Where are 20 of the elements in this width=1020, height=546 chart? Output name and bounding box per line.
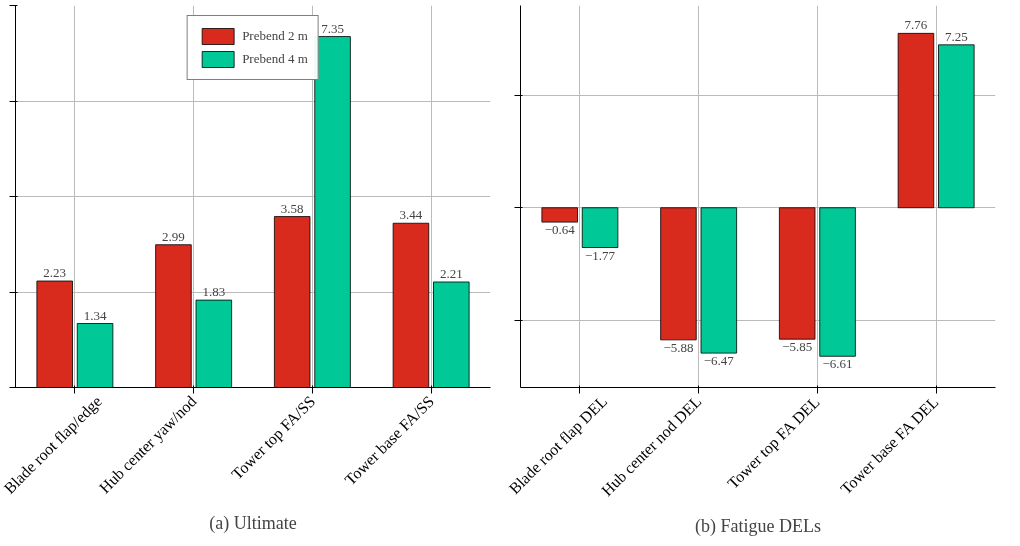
data-label: 1.34 [83, 307, 107, 323]
data-label: 1.83 [202, 284, 226, 300]
legend-label: Prebend 4 m [242, 51, 308, 67]
data-label: −5.88 [663, 339, 694, 355]
data-label: 7.25 [944, 28, 968, 44]
data-label: −6.47 [703, 353, 735, 369]
data-label: −6.61 [822, 356, 853, 372]
data-label: 7.76 [904, 17, 928, 33]
data-label: −5.85 [782, 339, 813, 355]
data-label: 2.99 [162, 228, 185, 244]
data-label: 3.44 [399, 207, 423, 223]
data-label: 2.23 [43, 265, 67, 281]
data-label: −1.77 [585, 247, 616, 263]
text: (b) Fatigue DELs [695, 515, 821, 537]
data-label: 2.21 [439, 265, 463, 281]
data-label: 3.58 [280, 200, 304, 216]
text: (a) Ultimate [209, 512, 297, 534]
data-label: 7.35 [321, 20, 344, 36]
legend-label: Prebend 2 m [242, 28, 308, 44]
data-label: −0.64 [544, 222, 576, 238]
